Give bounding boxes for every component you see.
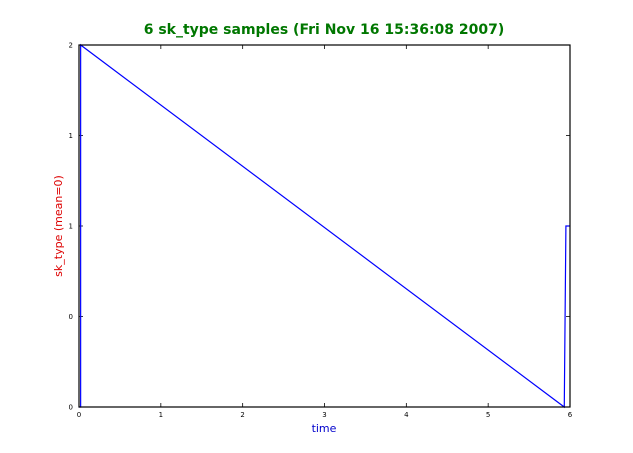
chart-title: 6 sk_type samples (Fri Nov 16 15:36:08 2…: [144, 22, 505, 38]
x-tick-label: 6: [568, 411, 573, 419]
x-tick-label: 3: [322, 411, 326, 419]
y-tick-label: 0: [69, 313, 73, 321]
x-tick-label: 4: [404, 411, 409, 419]
y-tick-label: 0: [69, 404, 73, 412]
x-axis-label: time: [312, 422, 337, 435]
x-tick-label: 2: [240, 411, 244, 419]
y-axis-label: sk_type (mean=0): [52, 175, 65, 277]
y-tick-label: 2: [69, 42, 73, 50]
x-tick-label: 0: [77, 411, 81, 419]
x-tick-label: 1: [159, 411, 163, 419]
y-tick-label: 1: [69, 132, 73, 140]
y-tick-label: 1: [69, 223, 73, 231]
x-tick-label: 5: [486, 411, 490, 419]
plot-frame: [78, 44, 571, 408]
